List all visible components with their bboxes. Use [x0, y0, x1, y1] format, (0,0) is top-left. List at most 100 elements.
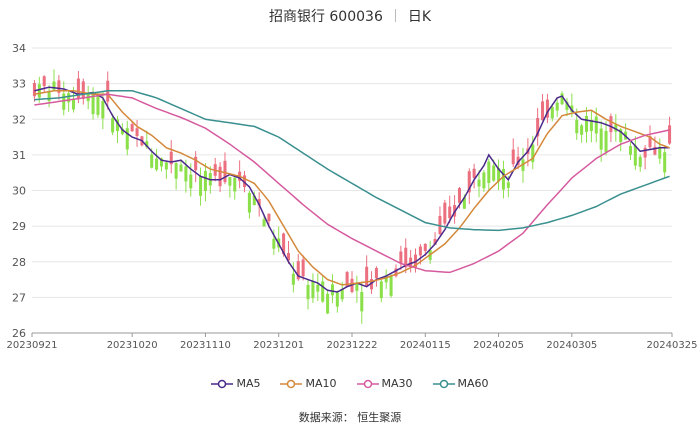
candle-body — [497, 168, 501, 182]
candle-body — [159, 158, 163, 167]
candle-body — [155, 158, 159, 170]
candle-body — [311, 280, 315, 299]
y-tick-label: 26 — [12, 327, 26, 340]
candle-body — [536, 118, 540, 137]
candle-body — [648, 136, 652, 148]
candle-body — [296, 261, 300, 280]
candle-body — [599, 128, 603, 150]
candle-body — [247, 192, 251, 213]
candle-body — [360, 291, 364, 312]
ma-line-ma10 — [34, 90, 670, 286]
candle-body — [516, 156, 520, 165]
candle-body — [487, 161, 491, 184]
candle-body — [374, 268, 378, 279]
ma-line-ma60 — [34, 90, 670, 232]
legend-marker — [211, 379, 234, 389]
y-tick-label: 32 — [12, 113, 26, 126]
stock-name: 招商银行 600036 — [268, 9, 383, 25]
x-tick-label: 20230921 — [7, 340, 58, 351]
legend-label: MA10 — [305, 377, 337, 390]
candle-body — [218, 166, 222, 187]
candle-body — [174, 163, 178, 179]
y-tick-label: 33 — [12, 78, 26, 91]
candle-body — [575, 119, 579, 134]
header-divider — [394, 9, 396, 22]
candle-body — [482, 172, 486, 189]
candle-body — [477, 179, 481, 187]
candle-body — [76, 78, 80, 99]
legend-item-ma60[interactable]: MA60 — [432, 377, 489, 390]
candle-body — [614, 124, 618, 132]
candle-body — [658, 146, 662, 159]
candle-body — [340, 289, 344, 300]
candle-body — [628, 146, 632, 155]
candle-body — [101, 101, 105, 119]
candle-body — [203, 171, 207, 192]
candle-body — [389, 275, 393, 296]
candle-body — [457, 188, 461, 203]
legend: MA5 MA10 MA30 MA60 — [0, 377, 700, 390]
candle-body — [423, 243, 427, 251]
candle-body — [560, 93, 564, 105]
candle-body — [125, 128, 129, 150]
candle-body — [506, 182, 510, 188]
candle-body — [145, 141, 149, 147]
candle-body — [409, 257, 413, 268]
candle-body — [164, 162, 168, 170]
candle-body — [179, 164, 183, 172]
candle-body — [252, 195, 256, 206]
candle-body — [472, 168, 476, 178]
candle-body — [541, 101, 545, 121]
candle-body — [467, 171, 471, 193]
candle-body — [404, 247, 408, 268]
candle-body — [96, 96, 100, 115]
x-tick-label: 20240205 — [473, 340, 524, 351]
candle-body — [633, 145, 637, 166]
legend-marker — [280, 379, 303, 389]
x-tick-label: 20240115 — [400, 340, 451, 351]
candle-body — [111, 118, 115, 133]
x-tick-label: 20231201 — [253, 340, 304, 351]
candle-body — [233, 177, 237, 192]
candle-body — [62, 93, 66, 110]
candle-body — [243, 175, 247, 188]
candle-body — [384, 276, 388, 283]
x-axis: 20230921 20231020 20231110 20231201 20231222… — [7, 332, 697, 351]
candle-body — [321, 281, 325, 302]
candle-body — [653, 146, 657, 155]
y-axis: 26 27 28 29 30 31 32 33 34 — [12, 42, 26, 340]
y-tick-label: 29 — [12, 220, 26, 233]
legend-label: MA5 — [236, 377, 261, 390]
candle-body — [545, 99, 549, 118]
candle-body — [438, 216, 442, 234]
candle-body — [335, 292, 339, 307]
candle-body — [394, 268, 398, 277]
legend-item-ma10[interactable]: MA10 — [280, 377, 337, 390]
candle-body — [150, 154, 154, 168]
ma-line-ma30 — [34, 93, 670, 274]
chart-header: 招商银行 600036 日K — [0, 6, 700, 26]
candle-body — [565, 101, 569, 110]
y-tick-label: 30 — [12, 185, 26, 198]
candle-body — [228, 177, 232, 186]
candle-body — [42, 76, 46, 87]
candle-body — [316, 284, 320, 292]
candle-body — [184, 166, 188, 182]
candle-body — [91, 93, 95, 115]
candle-body — [589, 119, 593, 131]
candle-body — [418, 246, 422, 256]
candle-body — [72, 98, 76, 110]
candle-body — [57, 80, 61, 93]
y-tick-label: 27 — [12, 291, 26, 304]
candle-body — [501, 169, 505, 190]
candle-body — [272, 238, 276, 249]
candle-body — [286, 252, 291, 261]
legend-item-ma30[interactable]: MA30 — [356, 377, 413, 390]
legend-item-ma5[interactable]: MA5 — [211, 377, 260, 390]
candle-body — [326, 293, 330, 314]
legend-marker — [356, 379, 379, 389]
x-tick-label: 20240305 — [546, 340, 597, 351]
candle-body — [130, 124, 134, 132]
x-tick-label: 20231020 — [107, 340, 158, 351]
